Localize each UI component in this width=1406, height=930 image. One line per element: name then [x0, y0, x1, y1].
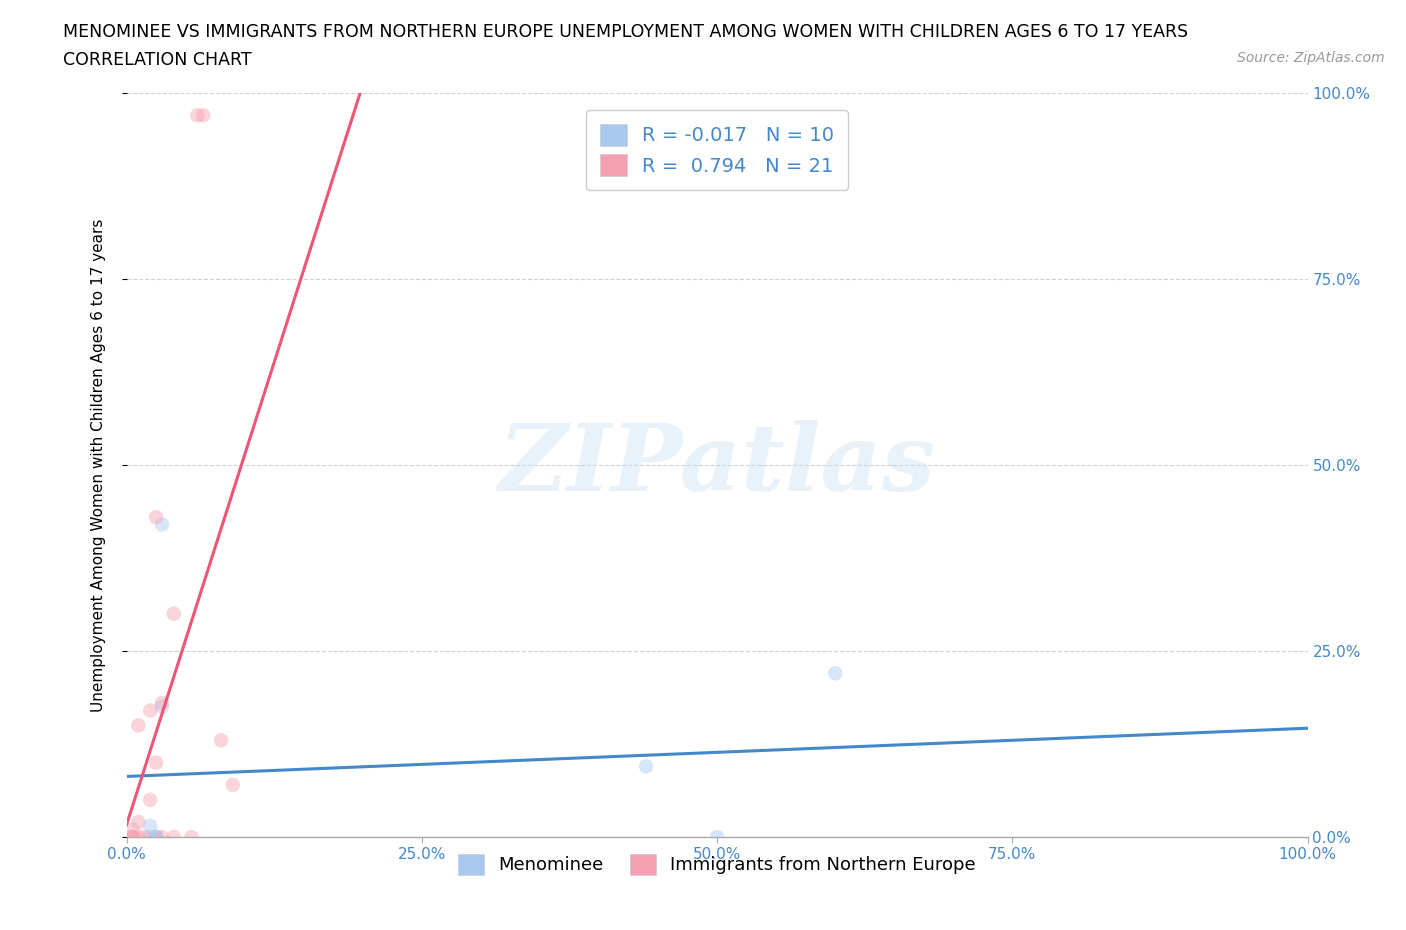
Point — [824, 666, 846, 681]
Point — [193, 108, 215, 123]
Point — [121, 830, 143, 844]
Point — [636, 759, 658, 774]
Text: ZIPatlas: ZIPatlas — [499, 420, 935, 510]
Point — [222, 777, 245, 792]
Point — [127, 830, 149, 844]
Point — [121, 830, 143, 844]
Point — [145, 510, 167, 525]
Point — [186, 108, 208, 123]
Point — [139, 703, 162, 718]
Point — [150, 699, 173, 714]
Point — [163, 606, 186, 621]
Point — [139, 830, 162, 844]
Point — [150, 517, 173, 532]
Point — [127, 815, 149, 830]
Text: Source: ZipAtlas.com: Source: ZipAtlas.com — [1237, 51, 1385, 65]
Point — [121, 822, 143, 837]
Point — [180, 830, 202, 844]
Point — [145, 830, 167, 844]
Point — [150, 696, 173, 711]
Point — [145, 830, 167, 844]
Point — [706, 830, 728, 844]
Point — [145, 755, 167, 770]
Point — [121, 830, 143, 844]
Text: MENOMINEE VS IMMIGRANTS FROM NORTHERN EUROPE UNEMPLOYMENT AMONG WOMEN WITH CHILD: MENOMINEE VS IMMIGRANTS FROM NORTHERN EU… — [63, 23, 1188, 41]
Point — [127, 718, 149, 733]
Point — [139, 818, 162, 833]
Text: CORRELATION CHART: CORRELATION CHART — [63, 51, 252, 69]
Y-axis label: Unemployment Among Women with Children Ages 6 to 17 years: Unemployment Among Women with Children A… — [91, 219, 105, 711]
Point — [209, 733, 232, 748]
Point — [145, 830, 167, 844]
Legend: Menominee, Immigrants from Northern Europe: Menominee, Immigrants from Northern Euro… — [450, 844, 984, 884]
Point — [163, 830, 186, 844]
Point — [134, 830, 156, 844]
Point — [139, 792, 162, 807]
Point — [150, 830, 173, 844]
